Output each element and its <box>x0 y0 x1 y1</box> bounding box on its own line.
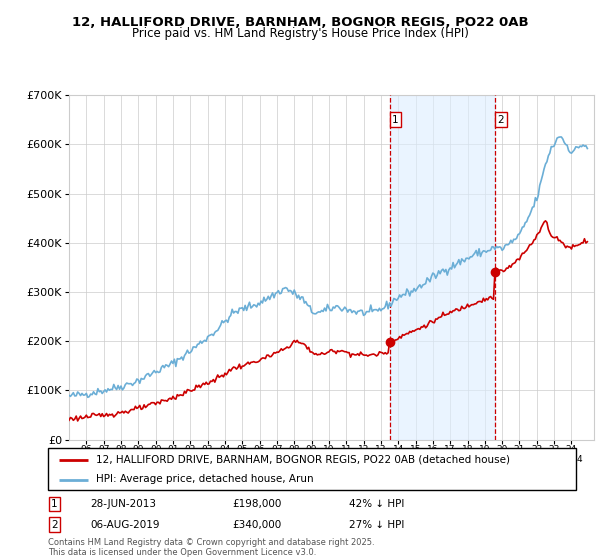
Text: 27% ↓ HPI: 27% ↓ HPI <box>349 520 404 530</box>
Text: 12, HALLIFORD DRIVE, BARNHAM, BOGNOR REGIS, PO22 0AB: 12, HALLIFORD DRIVE, BARNHAM, BOGNOR REG… <box>71 16 529 29</box>
Text: 28-JUN-2013: 28-JUN-2013 <box>90 499 156 509</box>
Text: 06-AUG-2019: 06-AUG-2019 <box>90 520 160 530</box>
Text: £340,000: £340,000 <box>233 520 282 530</box>
Text: HPI: Average price, detached house, Arun: HPI: Average price, detached house, Arun <box>95 474 313 484</box>
Text: 2: 2 <box>497 115 504 125</box>
Text: 12, HALLIFORD DRIVE, BARNHAM, BOGNOR REGIS, PO22 0AB (detached house): 12, HALLIFORD DRIVE, BARNHAM, BOGNOR REG… <box>95 455 509 465</box>
Text: 1: 1 <box>392 115 399 125</box>
Bar <box>389 95 495 440</box>
Text: 42% ↓ HPI: 42% ↓ HPI <box>349 499 404 509</box>
FancyBboxPatch shape <box>48 448 576 490</box>
Text: 2: 2 <box>51 520 58 530</box>
Text: Price paid vs. HM Land Registry's House Price Index (HPI): Price paid vs. HM Land Registry's House … <box>131 27 469 40</box>
Text: Contains HM Land Registry data © Crown copyright and database right 2025.
This d: Contains HM Land Registry data © Crown c… <box>48 538 374 557</box>
Text: £198,000: £198,000 <box>233 499 282 509</box>
Text: 1: 1 <box>51 499 58 509</box>
